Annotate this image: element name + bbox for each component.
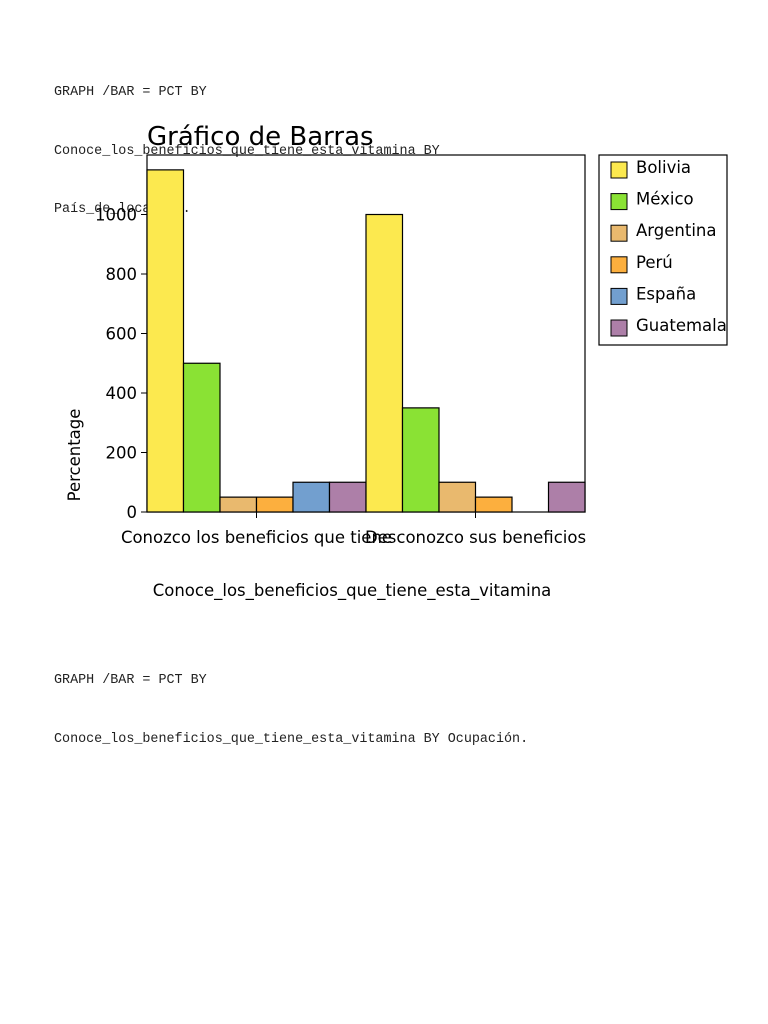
bar-argentina [219,496,258,513]
bar-guatemala [547,481,586,513]
syntax-line: GRAPH /BAR = PCT BY [54,673,207,688]
bar-méxico [401,407,440,513]
legend-label: Perú [636,253,673,272]
chart-title: Gráfico de Barras [147,122,374,152]
syntax-line: GRAPH /BAR = PCT BY [54,85,207,100]
x-axis: Conozco los beneficios que tieneDesconoz… [121,512,586,547]
bar-méxico [182,362,221,513]
legend-swatch-guatemala [610,319,628,337]
legend-swatch-méxico [610,193,628,211]
bar-chart: Gráfico de Barras 0 200 400 600 800 1000 Cono… [65,122,728,601]
legend-label: Bolivia [636,158,691,177]
x-category-label: Desconozco sus beneficios [365,528,586,547]
legend-swatch-bolivia [610,161,628,179]
y-tick-label: 0 [127,503,138,522]
legend-label: México [636,190,694,209]
bar-argentina [438,481,477,513]
syntax-line: Conoce_los_beneficios_que_tiene_esta_vit… [54,731,529,747]
syntax-block-bottom: GRAPH /BAR = PCT BY Conoce_los_beneficio… [54,632,528,769]
y-axis-label: Percentage [65,409,84,502]
bar-bolivia [365,213,404,513]
legend-label: España [636,284,696,303]
bars [146,169,586,513]
bar-guatemala [328,481,367,513]
y-tick-label: 400 [106,384,138,403]
y-axis: 0 200 400 600 800 1000 [95,206,147,522]
legend-swatch-perú [610,256,628,274]
x-category-label: Conozco los beneficios que tiene [121,528,392,547]
bar-perú [255,496,294,513]
bar-perú [474,496,513,513]
legend-swatch-argentina [610,224,628,242]
legend-swatch-españa [610,287,628,305]
legend-label: Argentina [636,221,717,240]
y-tick-label: 600 [106,325,138,344]
x-axis-label: Conoce_los_beneficios_que_tiene_esta_vit… [153,581,552,601]
legend-label: Guatemala [636,316,727,335]
y-tick-label: 200 [106,444,138,463]
y-tick-label: 800 [106,265,138,284]
legend-box [598,154,728,346]
y-tick-label: 1000 [95,206,137,225]
legend: Bolivia México Argentina Perú España Guatemal… [598,154,728,346]
bar-bolivia [146,169,185,513]
bar-españa [292,481,331,513]
